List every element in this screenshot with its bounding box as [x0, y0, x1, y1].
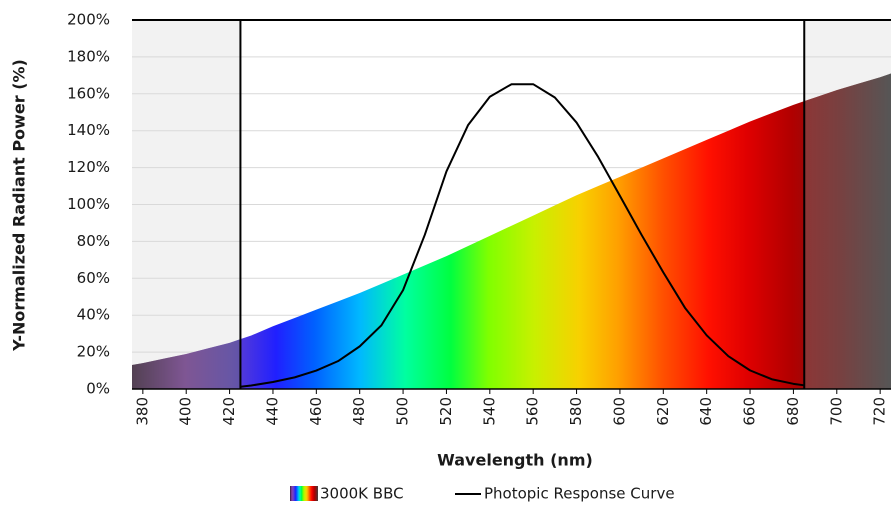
legend-swatch-area [290, 486, 318, 501]
x-tick-label: 380 [133, 397, 151, 426]
legend-label: 3000K BBC [320, 485, 404, 503]
y-tick-label: 80% [77, 232, 110, 250]
y-tick-label: 200% [67, 11, 110, 29]
y-tick-label: 60% [77, 269, 110, 287]
x-tick-label: 480 [350, 397, 368, 426]
y-tick-label: 40% [77, 306, 110, 324]
y-tick-label: 120% [67, 158, 110, 176]
x-tick-label: 440 [263, 397, 281, 426]
area [132, 73, 891, 389]
x-tick-label: 420 [220, 397, 238, 426]
y-tick-label: 100% [67, 195, 110, 213]
x-axis-title: Wavelength (nm) [437, 451, 593, 470]
x-tick-label: 400 [177, 397, 195, 426]
y-axis-title: Y-Normalized Radiant Power (%) [10, 59, 29, 352]
x-tick-label: 620 [654, 397, 672, 426]
x-tick-label: 600 [610, 397, 628, 426]
x-tick-label: 520 [437, 397, 455, 426]
line [240, 83, 805, 388]
y-tick-label: 140% [67, 121, 110, 139]
x-tick-label: 660 [741, 397, 759, 426]
shaded-overlay [804, 73, 891, 389]
x-tick-label: 500 [394, 397, 412, 426]
y-tick-label: 180% [67, 47, 110, 65]
foreground-layer: 0% 20% 40% 60% 80% 100% 120% 140% 160% 180% 200% 38… [67, 11, 891, 426]
y-tick-label: 20% [77, 343, 110, 361]
x-tick-label: 460 [307, 397, 325, 426]
x-tick-label: 540 [480, 397, 498, 426]
x-tick-label: 720 [871, 397, 889, 426]
x-tick-label: 560 [524, 397, 542, 426]
x-tick-label: 700 [827, 397, 845, 426]
legend-label: Photopic Response Curve [484, 485, 675, 503]
x-tick-label: 580 [567, 397, 585, 426]
x-tick-label: 680 [784, 397, 802, 426]
y-tick-label: 160% [67, 84, 110, 102]
x-tick-label: 640 [697, 397, 715, 426]
y-tick-label: 0% [86, 380, 110, 398]
